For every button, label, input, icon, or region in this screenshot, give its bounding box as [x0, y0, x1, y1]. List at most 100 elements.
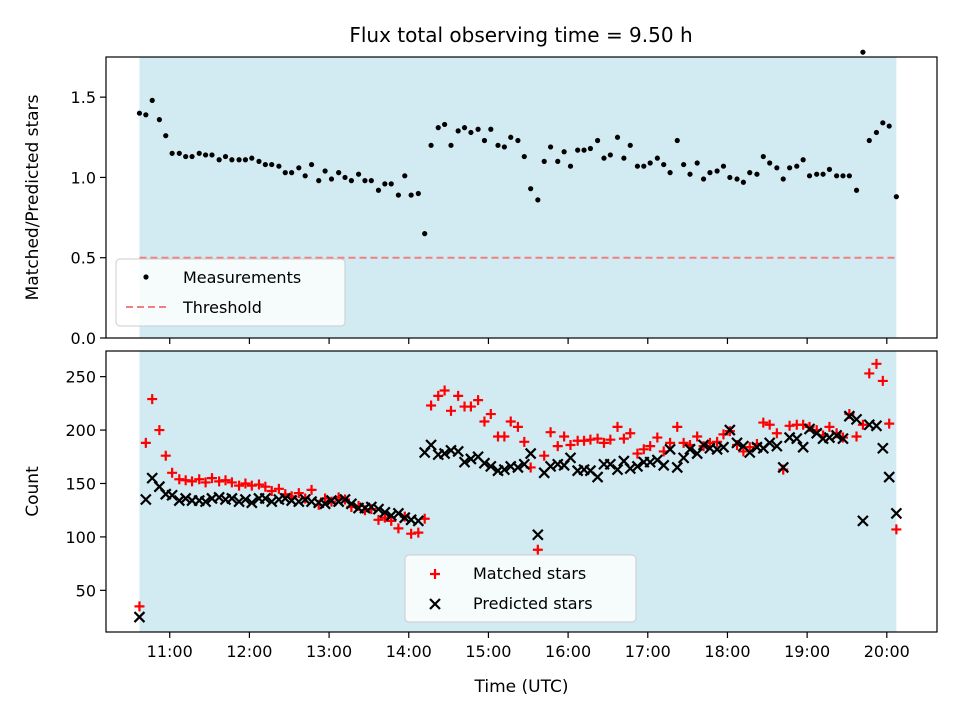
- predicted-star-point: [763, 437, 776, 449]
- matched-star-point: [306, 484, 317, 495]
- matched-star-point: [234, 480, 245, 491]
- matched-star-point: [592, 433, 603, 444]
- measurement-point: [886, 123, 892, 129]
- predicted-star-point: [697, 439, 710, 451]
- measurement-point: [754, 171, 760, 177]
- measurement-point: [647, 160, 653, 166]
- y-tick-label: 150: [65, 474, 96, 493]
- measurement-point: [787, 165, 793, 171]
- measurement-point: [727, 174, 733, 181]
- measurement-point: [501, 144, 507, 150]
- matched-star-point: [512, 421, 523, 432]
- y-axis-label: Count: [23, 466, 43, 517]
- predicted-star-point: [657, 459, 670, 472]
- x-tick-label: 20:00: [864, 642, 910, 661]
- measurement-point: [800, 157, 806, 163]
- legend: Measurements Threshold: [115, 258, 346, 327]
- measurement-point: [714, 168, 720, 174]
- measurement-point: [767, 160, 773, 166]
- measurement-point: [222, 153, 229, 160]
- measurement-point: [322, 168, 328, 174]
- measurement-point: [375, 187, 382, 193]
- measurement-point: [601, 155, 607, 161]
- matched-star-point: [565, 440, 576, 451]
- x-tick-label: 16:00: [545, 642, 591, 661]
- matched-star-point: [744, 442, 755, 453]
- measurement-point: [269, 161, 275, 168]
- predicted-star-point: [691, 447, 703, 460]
- predicted-star-point: [604, 458, 617, 471]
- measurement-point: [382, 181, 388, 187]
- matched-star-point: [877, 375, 888, 386]
- matched-star-point: [439, 385, 450, 396]
- measurement-point: [415, 190, 421, 197]
- measurement-point: [515, 137, 521, 144]
- predicted-star-point: [717, 441, 730, 453]
- matched-star-point: [864, 368, 875, 379]
- measurement-point: [700, 176, 707, 182]
- measurement-point: [368, 178, 374, 184]
- measurement-point: [402, 173, 408, 179]
- measurement-point: [780, 176, 786, 182]
- matched-star-point: [532, 544, 543, 555]
- matched-star-point: [692, 431, 703, 442]
- predicted-star-point: [883, 471, 895, 483]
- measurement-point: [547, 144, 554, 150]
- predicted-star-point: [166, 489, 178, 502]
- y-tick-label: 200: [65, 421, 96, 440]
- matched-star-point: [539, 450, 550, 461]
- measurement-point: [667, 170, 673, 176]
- measurement-point: [674, 137, 680, 144]
- predicted-star-point: [512, 461, 524, 474]
- measurement-point: [308, 161, 315, 168]
- matched-star-point: [605, 434, 616, 445]
- matched-star-point: [266, 485, 277, 496]
- predicted-star-point: [392, 507, 405, 520]
- predicted-star-point: [199, 495, 212, 508]
- matched-star-point: [194, 474, 205, 485]
- measurement-point: [747, 170, 753, 176]
- matched-star-point: [479, 416, 490, 427]
- measurement-point: [541, 158, 547, 164]
- matched-star-point: [260, 481, 271, 492]
- measurement-point: [581, 147, 587, 153]
- measurement-point: [734, 176, 740, 182]
- predicted-star-point: [850, 413, 863, 426]
- matched-star-point: [505, 416, 516, 427]
- measurement-point: [567, 163, 574, 169]
- matched-star-point: [473, 395, 484, 406]
- predicted-star-point: [611, 463, 624, 476]
- measurement-point: [607, 152, 613, 158]
- matched-star-point: [545, 427, 556, 438]
- measurement-point: [276, 163, 282, 169]
- measurement-point: [468, 129, 474, 136]
- measurement-point: [455, 128, 461, 134]
- predicted-star-point: [233, 495, 245, 508]
- predicted-star-point: [777, 461, 790, 474]
- predicted-star-point: [372, 503, 385, 515]
- predicted-star-point: [843, 410, 856, 422]
- ratio-panel: 0.0 0.5 1.0 1.5 Matched/Predicted stars Measu…: [23, 49, 938, 348]
- measurement-point: [302, 173, 308, 179]
- matched-star-point: [618, 433, 629, 444]
- x-tick-label: 12:00: [226, 642, 272, 661]
- measurement-point: [873, 129, 880, 136]
- legend-label-threshold: Threshold: [182, 298, 262, 317]
- predicted-star-point: [379, 506, 391, 519]
- measurement-point: [681, 161, 687, 168]
- measurement-point: [587, 145, 594, 152]
- axes-frame: [105, 350, 938, 633]
- x-tick-label: 11:00: [147, 642, 193, 661]
- matched-star-point: [200, 477, 211, 488]
- predicted-star-point: [518, 458, 531, 471]
- matched-star-point: [758, 417, 769, 428]
- matched-star-point: [612, 421, 623, 432]
- measurement-point: [740, 179, 746, 185]
- y-tick-label: 250: [65, 368, 96, 387]
- measurement-point: [189, 153, 195, 160]
- measurement-point: [176, 150, 182, 156]
- matched-star-point: [433, 390, 444, 401]
- y-tick-label: 1.0: [71, 168, 96, 187]
- measurement-point: [508, 134, 514, 140]
- predicted-star-point: [644, 456, 656, 468]
